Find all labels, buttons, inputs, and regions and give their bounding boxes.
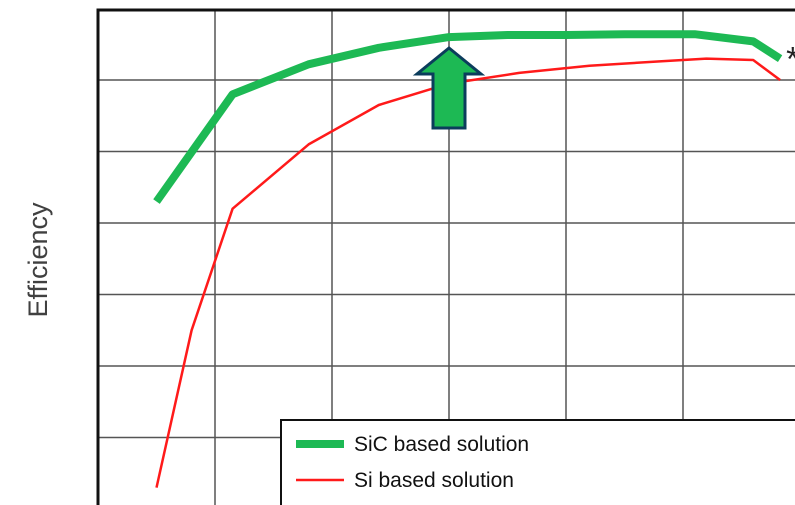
series-line-sic [153,30,783,204]
highlight-arrow [412,46,486,130]
legend-box [280,419,795,505]
annotation-marker: * [786,41,795,79]
y-axis-label: Efficiency [23,202,53,318]
arrow-up-icon [412,46,486,130]
legend: SiC based solution Si based solution [280,419,795,505]
series-layer [153,30,783,488]
legend-label-si: Si based solution [354,469,514,492]
legend-label-sic: SiC based solution [354,433,529,456]
plot-frame [96,8,795,505]
series-line-si [155,57,781,488]
